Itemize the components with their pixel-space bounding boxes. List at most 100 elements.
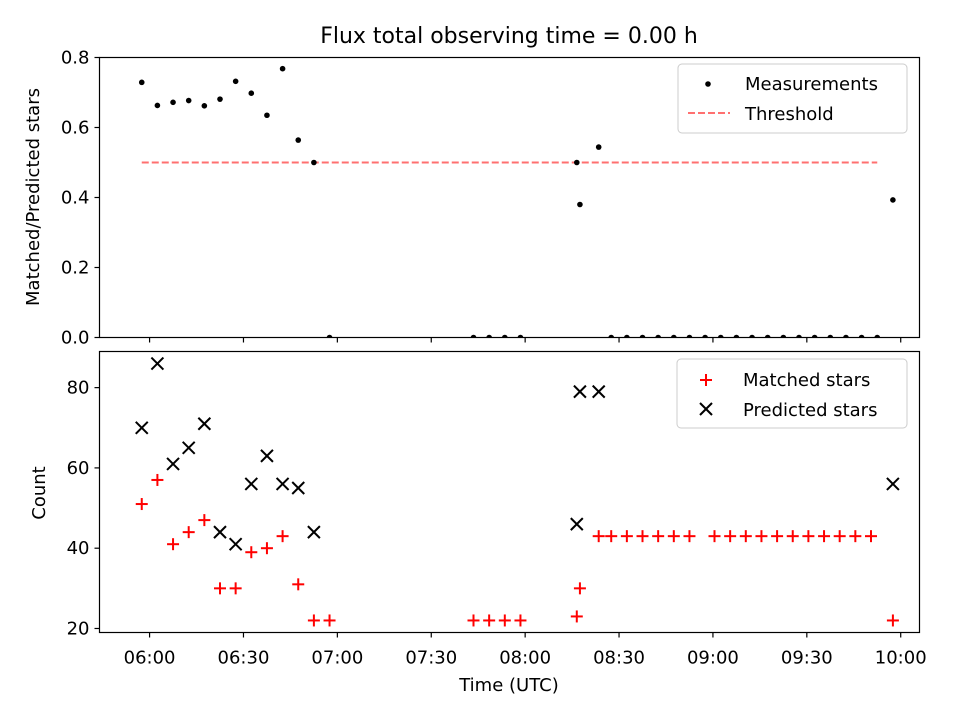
measurement-point [733, 334, 740, 338]
measurement-point [170, 99, 176, 106]
chart-title: Flux total observing time = 0.00 h [320, 24, 698, 49]
legend-predicted-label: Predicted stars [743, 400, 877, 421]
predicted-star-point [886, 477, 900, 491]
predicted-star-point [213, 525, 227, 539]
legend-matched-label: Matched stars [743, 370, 870, 391]
ratio-y-tick-label: 0.0 [61, 328, 90, 349]
x-tick-label: 07:00 [311, 648, 363, 669]
measurement-point [217, 96, 223, 102]
count-legend: Matched stars Predicted stars [676, 358, 908, 429]
matched-star-point [198, 514, 211, 527]
matched-star-point [833, 530, 846, 543]
matched-star-point [307, 614, 320, 627]
matched-star-point [620, 530, 633, 543]
x-tick-label: 07:30 [405, 648, 457, 669]
matched-star-point [245, 546, 258, 559]
measurement-point [686, 334, 693, 338]
ratio-y-tick-label: 0.6 [61, 118, 90, 139]
measurement-point [702, 334, 708, 338]
matched-star-point [182, 526, 195, 539]
x-tick-label: 10:00 [875, 648, 927, 669]
predicted-star-point [291, 481, 305, 495]
ratio-y-tick-label: 0.4 [61, 188, 90, 209]
predicted-star-point [135, 421, 149, 435]
x-tick-label: 09:00 [687, 648, 739, 669]
legend-measurements-label: Measurements [745, 74, 878, 95]
x-tick-label: 08:30 [593, 648, 645, 669]
ratio-panel: 0.00.20.40.60.8 Matched/Predicted stars … [23, 48, 921, 349]
matched-star-point [135, 498, 148, 511]
measurement-point [874, 334, 881, 338]
measurement-point [624, 334, 630, 338]
measurement-point [573, 159, 580, 166]
count-y-tick-label: 60 [67, 458, 90, 479]
matched-star-point [573, 582, 586, 595]
measurement-point [608, 334, 615, 338]
measurement-point [671, 334, 677, 338]
matched-star-point [467, 614, 480, 627]
measurement-point [639, 334, 646, 338]
matched-star-point [276, 530, 289, 543]
measurement-point [595, 144, 602, 150]
matched-star-point [786, 530, 799, 543]
predicted-star-point [228, 537, 243, 551]
measurement-point [780, 334, 787, 338]
measurement-point [717, 334, 724, 338]
measurement-point [517, 334, 524, 338]
matched-star-point [605, 530, 618, 543]
matched-star-point [260, 542, 273, 555]
x-tick-label: 08:00 [499, 648, 551, 669]
legend-predicted-marker [699, 402, 713, 416]
matched-star-point [151, 473, 164, 486]
ratio-y-tick-label: 0.8 [61, 48, 90, 69]
measurement-point [326, 334, 333, 338]
matched-star-point [755, 530, 768, 543]
predicted-star-point [591, 384, 606, 399]
matched-star-point [229, 582, 242, 595]
measurement-point [577, 201, 583, 208]
matched-star-point [167, 538, 180, 551]
measurement-point [201, 103, 208, 109]
x-tick-label: 06:00 [124, 648, 176, 669]
x-tick-label: 09:30 [781, 648, 833, 669]
ratio-y-tick-label: 0.2 [61, 258, 90, 279]
matched-star-point [683, 530, 696, 543]
count-y-tick-label: 20 [67, 618, 90, 639]
count-panel-frame [98, 350, 921, 634]
measurement-point [232, 78, 239, 85]
predicted-star-point [166, 457, 180, 471]
count-y-tick-label: 80 [67, 378, 90, 399]
predicted-star-point [197, 417, 212, 431]
matched-star-point [514, 614, 527, 627]
matched-star-point [818, 530, 831, 543]
measurement-point [248, 90, 255, 96]
measurement-point [796, 334, 802, 338]
measurement-point [279, 65, 286, 72]
measurement-point [811, 334, 818, 338]
predicted-star-point [244, 477, 259, 491]
count-panel: 20 40 60 80 06:00 06:30 07:00 07:30 08:00 08:30 0… [29, 350, 927, 696]
predicted-star-point [150, 356, 165, 371]
matched-star-point [592, 530, 605, 543]
measurement-point [843, 334, 849, 338]
measurement-point [655, 334, 661, 338]
x-tick-label: 06:30 [218, 648, 270, 669]
measurement-point [295, 137, 302, 143]
matched-star-point [570, 610, 583, 623]
predicted-star-point [260, 449, 274, 463]
matched-star-point [886, 614, 899, 627]
measurement-point [858, 334, 865, 338]
ratio-panel-frame [98, 56, 921, 339]
x-axis-label: Time (UTC) [458, 675, 559, 696]
matched-star-point [498, 614, 511, 627]
measurement-point [185, 97, 192, 104]
matched-star-point [724, 530, 737, 543]
count-y-tick-label: 40 [67, 538, 90, 559]
matched-star-point [708, 530, 721, 543]
ratio-y-axis-label: Matched/Predicted stars [23, 88, 44, 306]
measurement-point [890, 197, 896, 203]
measurement-point [502, 334, 508, 338]
measurement-point [827, 334, 834, 338]
matched-star-point [292, 578, 305, 591]
